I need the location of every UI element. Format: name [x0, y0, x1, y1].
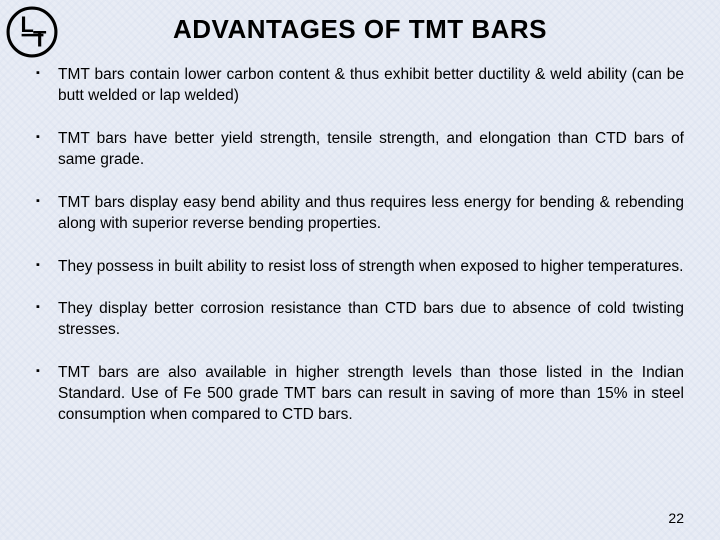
- slide-title: ADVANTAGES OF TMT BARS: [0, 0, 720, 57]
- list-item: TMT bars have better yield strength, ten…: [36, 129, 684, 171]
- list-item: TMT bars contain lower carbon content & …: [36, 65, 684, 107]
- list-item: TMT bars display easy bend ability and t…: [36, 193, 684, 235]
- bullet-list: TMT bars contain lower carbon content & …: [36, 65, 684, 426]
- logo-letter-t: T: [33, 27, 47, 52]
- list-item: They display better corrosion resistance…: [36, 299, 684, 341]
- company-logo: L T: [6, 6, 58, 58]
- content-area: TMT bars contain lower carbon content & …: [0, 57, 720, 426]
- page-number: 22: [668, 510, 684, 526]
- logo-letter-l: L: [21, 12, 34, 37]
- list-item: TMT bars are also available in higher st…: [36, 363, 684, 426]
- list-item: They possess in built ability to resist …: [36, 257, 684, 278]
